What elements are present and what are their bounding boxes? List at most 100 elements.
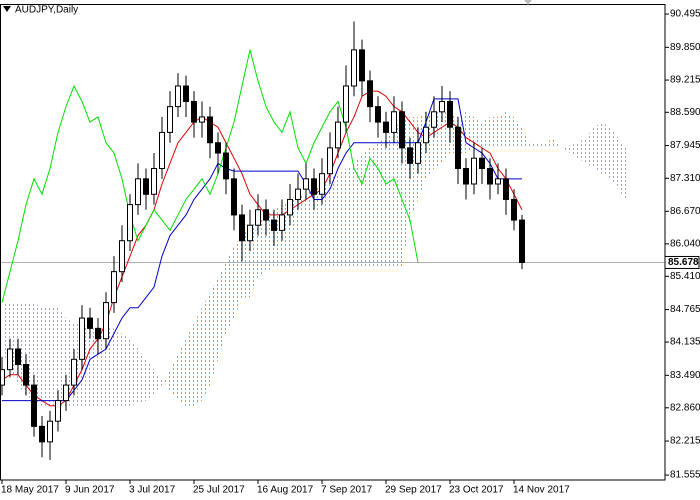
candle-body [183, 85, 189, 102]
indicator-line [1, 49, 419, 303]
candle-body [263, 209, 269, 221]
candle-body [279, 214, 285, 231]
menu-icon[interactable] [3, 6, 11, 12]
candle-body [63, 384, 69, 402]
candle-body [311, 178, 317, 195]
cloud-segment [482, 116, 490, 148]
cloud-segment [154, 369, 162, 396]
candle-body [247, 224, 253, 242]
cloud-segment [346, 163, 354, 267]
candle-body [383, 121, 389, 133]
cloud-segment [338, 168, 346, 267]
cloud-segment [378, 137, 386, 267]
candle-body [351, 49, 357, 87]
candle-body [503, 178, 509, 200]
cloud-segment [202, 292, 210, 401]
candle-body [39, 425, 45, 443]
x-tick-label: 18 May 2017 [1, 485, 59, 496]
y-tick-label: 86.040 [670, 238, 700, 249]
x-tick-label: 16 Aug 2017 [257, 485, 314, 496]
x-tick-label: 23 Oct 2017 [449, 485, 504, 496]
candle-body [95, 327, 101, 340]
candle-body [175, 85, 181, 108]
candle-body [407, 147, 413, 164]
y-tick-label: 82.215 [670, 436, 700, 447]
indicator-line [2, 98, 522, 402]
y-tick-label: 84.765 [670, 304, 700, 315]
shift-marker [524, 0, 532, 5]
candle-body [231, 178, 237, 216]
candle-body [23, 363, 29, 386]
candle-body [487, 168, 493, 185]
cloud-segment [610, 127, 618, 190]
candle-body [255, 209, 261, 226]
candle-body [359, 49, 365, 82]
candle-body [47, 420, 53, 443]
cloud-segment [314, 183, 322, 267]
candle-body [7, 348, 13, 371]
candle-body [471, 157, 477, 185]
cloud-segment [218, 261, 226, 360]
candle-body [127, 204, 133, 242]
y-tick-label: 82.860 [670, 402, 700, 413]
cloud-segment [90, 328, 98, 406]
candle-body [463, 168, 469, 185]
cloud-segment [162, 369, 170, 391]
cloud-segment [210, 276, 218, 386]
cloud-segment [546, 137, 554, 148]
candle-body [295, 188, 301, 200]
cloud-segment [530, 142, 538, 148]
candle-body [423, 126, 429, 144]
candle-body [87, 317, 93, 329]
candle-body [335, 121, 341, 149]
candle-body [151, 168, 157, 195]
cloud-segment [514, 116, 522, 148]
cloud-segment [178, 338, 186, 406]
candle-body [287, 198, 293, 216]
candle-body [103, 302, 109, 340]
candle-body [511, 198, 517, 221]
cloud-segment [50, 307, 58, 406]
cloud-segment [98, 328, 106, 406]
y-tick-label: 84.135 [670, 337, 700, 348]
x-tick-label: 3 Jul 2017 [129, 485, 176, 496]
x-tick-label: 29 Sep 2017 [385, 485, 442, 496]
candle-body [31, 384, 37, 427]
cloud-segment [618, 137, 626, 200]
cloud-segment [186, 323, 194, 406]
candle-body [71, 358, 77, 386]
candle-body [391, 111, 397, 133]
cloud-segment [146, 359, 154, 401]
candle-body [1, 369, 5, 386]
candle-body [479, 157, 485, 170]
candle-body [55, 400, 61, 422]
plot-area [1, 21, 665, 460]
cloud-segment [258, 214, 266, 277]
candle-body [303, 178, 309, 190]
cloud-segment [466, 111, 474, 154]
chart-title: AUDJPY,Daily [15, 5, 78, 16]
cloud-segment [138, 349, 146, 404]
cloud-segment [602, 122, 610, 179]
candle-body [167, 106, 173, 133]
cloud-segment [498, 111, 506, 148]
cloud-segment [114, 328, 122, 406]
candle-body [319, 173, 325, 195]
cloud-segment [130, 338, 138, 406]
cloud-segment [106, 328, 114, 406]
candle-body [367, 80, 373, 108]
cloud-segment [226, 245, 234, 334]
cloud-segment [362, 147, 370, 267]
candle-body [431, 111, 437, 128]
y-tick-label: 89.850 [670, 42, 700, 53]
cloud-segment [58, 307, 66, 406]
candle-body [79, 317, 85, 360]
cloud-segment [42, 307, 50, 406]
x-tick-label: 25 Jul 2017 [193, 485, 245, 496]
x-tick-label: 7 Sep 2017 [321, 485, 373, 496]
candle-body [223, 152, 229, 180]
y-tick-label: 88.590 [670, 107, 700, 118]
candle-body [119, 240, 125, 273]
y-tick-label: 81.555 [670, 470, 700, 481]
plot-frame [0, 4, 666, 481]
